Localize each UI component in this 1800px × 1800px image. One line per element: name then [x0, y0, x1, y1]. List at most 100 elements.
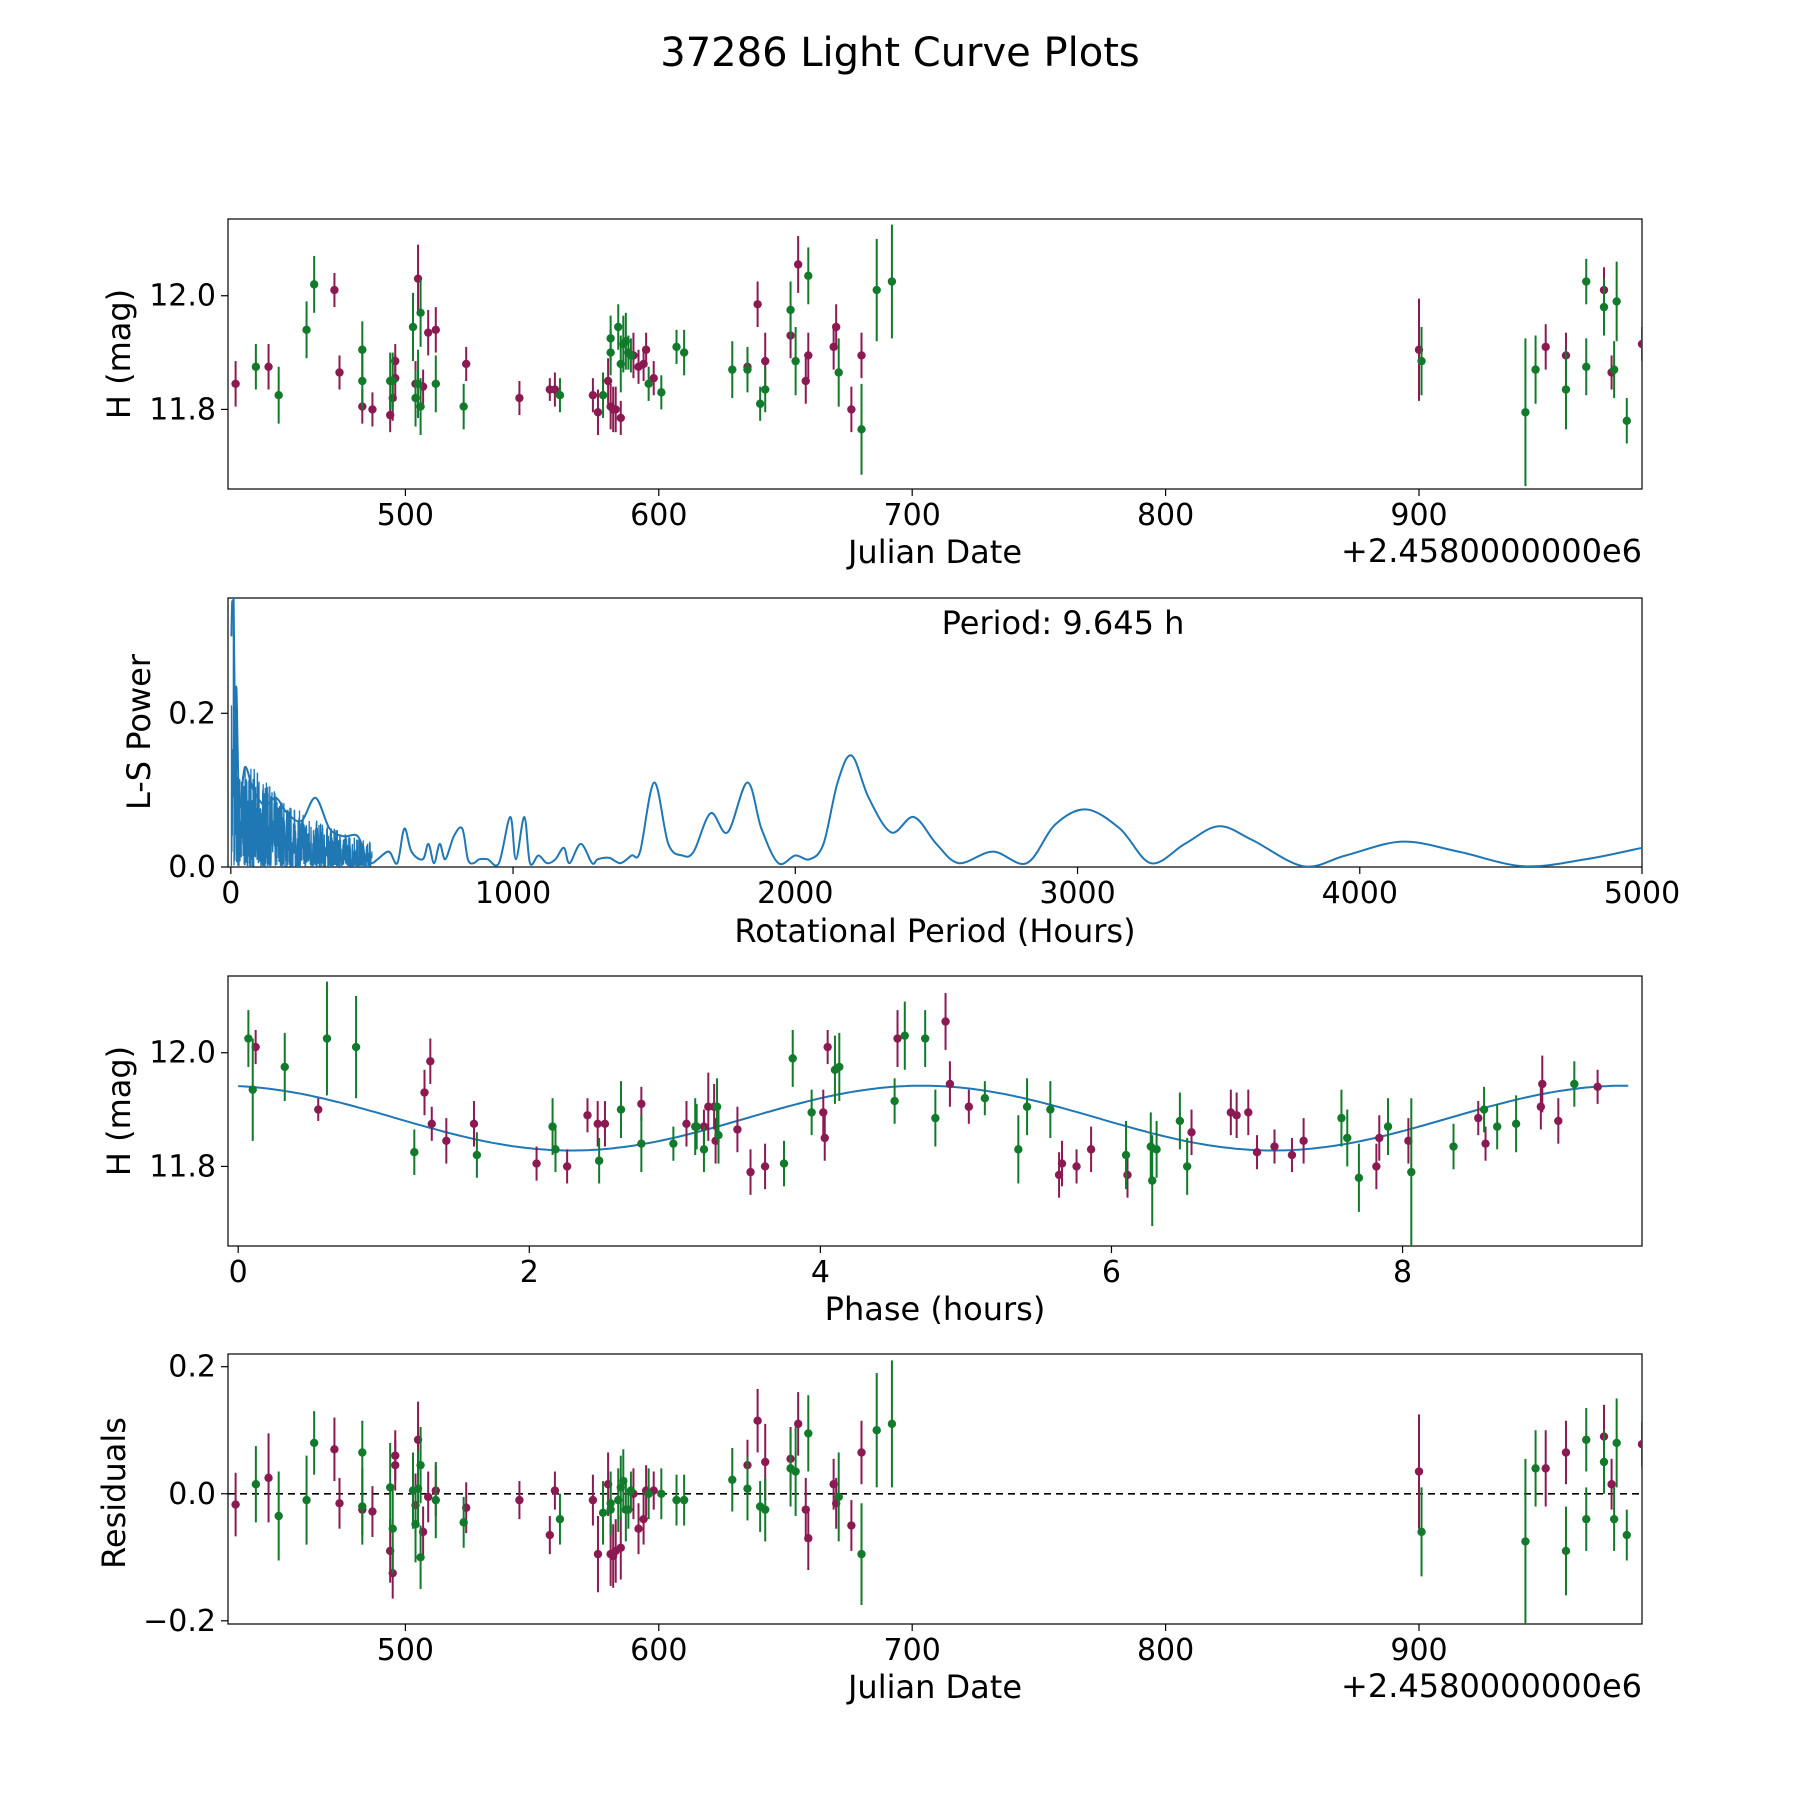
data-point-purple: [831, 304, 841, 350]
point-marker: [714, 1130, 723, 1140]
data-point-green: [274, 1471, 283, 1561]
light-curve-frame: [227, 218, 1643, 490]
point-marker: [264, 1473, 273, 1483]
data-point-purple: [1123, 1152, 1132, 1198]
data-point-green: [309, 255, 319, 313]
point-marker: [1582, 1514, 1591, 1524]
data-point-purple: [823, 1030, 832, 1065]
data-point-purple: [1270, 1129, 1279, 1164]
data-point-purple: [545, 1516, 555, 1555]
phased-ytick-label: 12.0: [149, 1036, 216, 1071]
point-marker: [743, 1484, 752, 1493]
point-marker: [606, 1499, 615, 1508]
data-point-green: [714, 1106, 723, 1164]
data-point-green: [1354, 1143, 1364, 1212]
data-point-green: [388, 1484, 397, 1574]
point-marker: [964, 1102, 974, 1111]
data-point-purple: [515, 381, 524, 416]
point-marker: [641, 345, 651, 354]
data-point-purple: [804, 332, 813, 379]
data-point-green: [679, 1474, 689, 1526]
point-marker: [1148, 1176, 1157, 1185]
point-marker: [616, 413, 625, 423]
residuals-ytick-label: 0.2: [168, 1350, 216, 1385]
periodogram-xtick-label: 3000: [1039, 876, 1115, 911]
point-marker: [1531, 365, 1540, 374]
data-point-green: [672, 1474, 681, 1526]
point-marker: [743, 365, 752, 374]
data-point-green: [1337, 1089, 1346, 1147]
data-point-green: [459, 1496, 468, 1548]
data-point-green: [1622, 398, 1631, 444]
data-point-green: [835, 1032, 844, 1102]
point-marker: [1593, 1082, 1602, 1092]
periodogram-ytick-label: 0.2: [168, 696, 216, 731]
point-marker: [1337, 1113, 1346, 1123]
point-marker: [1354, 1173, 1364, 1182]
point-marker: [1637, 339, 1642, 349]
data-point-green: [248, 1038, 257, 1141]
point-marker: [857, 1448, 866, 1457]
point-marker: [831, 322, 841, 332]
phased-panel: 0 2 4 6 8 11.8 12.0 Phase (hours) H (mag): [100, 975, 1643, 1328]
point-marker: [302, 1495, 311, 1505]
data-point-purple: [819, 1089, 828, 1136]
point-marker: [791, 356, 800, 366]
data-point-purple: [616, 1516, 625, 1580]
data-point-purple: [793, 1392, 803, 1456]
point-marker: [1407, 1167, 1416, 1177]
point-marker: [593, 1549, 603, 1559]
data-point-green: [1582, 258, 1591, 305]
point-marker: [1375, 1133, 1384, 1143]
point-marker: [550, 1486, 560, 1495]
point-marker: [1244, 1108, 1253, 1117]
light-curve-ytick-label: 11.8: [149, 392, 216, 427]
data-point-green: [1148, 1135, 1157, 1227]
periodogram-ticks: 0 1000 2000 3000 4000 5000 0.0 0.2: [168, 696, 1680, 911]
point-marker: [416, 402, 425, 411]
phased-marks: [238, 981, 1629, 1246]
data-point-purple: [1414, 1414, 1424, 1529]
data-point-green: [807, 1089, 816, 1136]
point-marker: [637, 1099, 646, 1109]
data-point-green: [887, 224, 897, 339]
point-marker: [980, 1094, 990, 1103]
data-point-green: [1046, 1081, 1055, 1138]
data-point-purple: [515, 1481, 524, 1520]
point-marker: [1287, 1150, 1297, 1160]
point-marker: [388, 376, 397, 386]
point-marker: [1232, 1111, 1241, 1120]
data-point-purple: [1538, 1055, 1547, 1113]
data-point-green: [872, 238, 881, 342]
point-marker: [941, 1017, 950, 1026]
data-point-green: [857, 383, 866, 475]
point-marker: [804, 1534, 813, 1543]
point-marker: [1014, 1145, 1023, 1154]
data-point-green: [606, 329, 615, 376]
point-marker: [728, 365, 737, 374]
point-marker: [834, 1492, 843, 1502]
point-marker: [562, 1162, 572, 1171]
point-marker: [920, 1034, 930, 1043]
data-point-purple: [593, 1516, 603, 1593]
point-marker: [793, 1419, 803, 1429]
point-marker: [231, 1500, 240, 1509]
point-marker: [1531, 1464, 1540, 1473]
data-point-purple: [847, 386, 856, 433]
point-marker: [611, 405, 620, 414]
residuals-panel: 500 600 700 800 900 −0.2 0.0 0.2 Julian Date +2…: [95, 1350, 1643, 1706]
data-point-green: [779, 1140, 789, 1187]
data-point-purple: [616, 400, 625, 435]
point-marker: [555, 391, 565, 400]
residuals-ticks: 500 600 700 800 900 −0.2 0.0 0.2: [143, 1350, 1447, 1668]
point-marker: [431, 325, 440, 335]
data-point-purple: [857, 332, 866, 379]
point-marker: [1637, 1440, 1642, 1449]
data-point-purple: [1375, 1115, 1384, 1161]
data-point-green: [804, 247, 813, 305]
data-point-green: [555, 1493, 565, 1545]
data-point-green: [626, 1471, 636, 1510]
phased-ylabel: H (mag): [100, 1046, 138, 1176]
point-marker: [426, 1057, 435, 1066]
point-marker: [600, 1119, 610, 1128]
